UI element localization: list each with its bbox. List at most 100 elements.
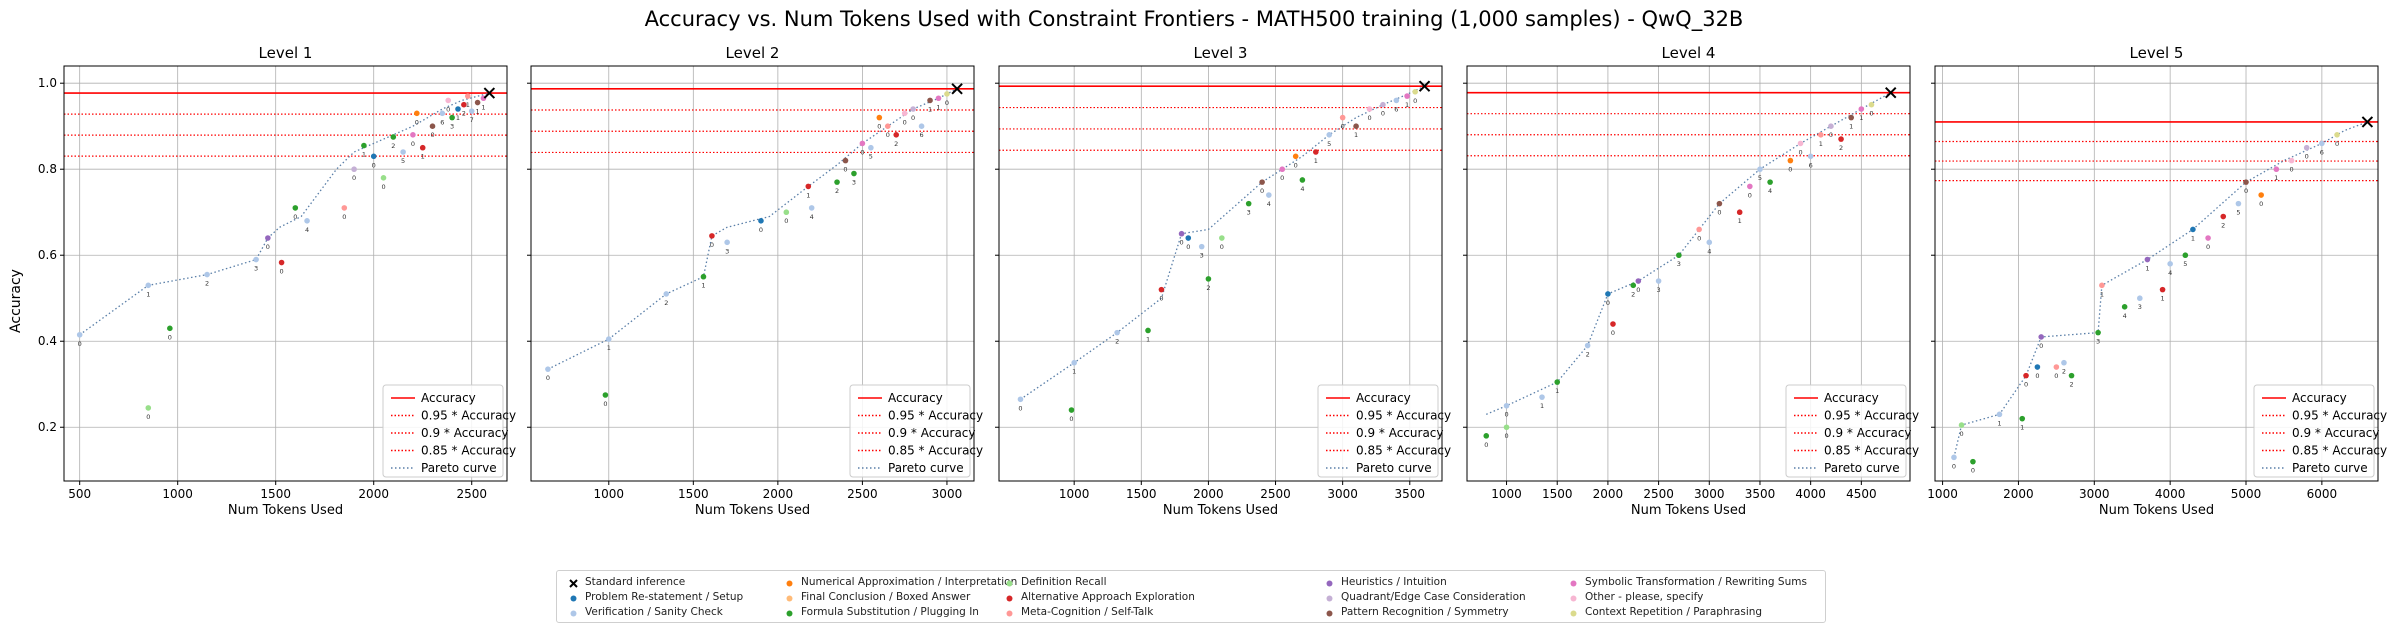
point-label: 1 <box>1849 123 1853 131</box>
data-point <box>1503 402 1510 409</box>
data-point <box>1951 454 1957 461</box>
data-point <box>2034 364 2041 370</box>
data-point <box>893 132 900 138</box>
point-label: 0 <box>1959 430 1963 438</box>
panel-legend-box <box>1785 384 1907 478</box>
point-label: 2 <box>2221 222 2225 230</box>
data-point <box>370 153 377 160</box>
panel-legend-label: Accuracy <box>1356 391 1411 405</box>
data-point <box>1380 101 1386 108</box>
panel-title: Level 1 <box>259 44 313 62</box>
point-label: 1 <box>928 105 932 113</box>
pareto-curve <box>1953 121 2368 458</box>
data-point <box>1017 396 1024 403</box>
panel-legend-label: 0.95 * Accuracy <box>888 409 983 423</box>
data-point <box>1747 183 1753 190</box>
data-point <box>464 93 471 99</box>
point-label: 0 <box>2305 153 2309 161</box>
x-tick-label: 2000 <box>358 487 389 501</box>
data-point <box>1393 97 1400 104</box>
data-point <box>1366 106 1373 112</box>
legend-item: Alternative Approach Exploration <box>1003 590 1195 605</box>
standard-inference-marker <box>2361 116 2374 128</box>
point-label: 0 <box>78 340 82 348</box>
point-label: 0 <box>759 226 763 234</box>
data-point <box>2243 179 2249 185</box>
data-point <box>2167 261 2173 267</box>
x-tick-label: 3000 <box>2079 487 2110 501</box>
data-point <box>2182 252 2189 259</box>
data-point <box>2190 226 2196 233</box>
x-tick-label: 4500 <box>1846 487 1877 501</box>
figure-title: Accuracy vs. Num Tokens Used with Constr… <box>645 7 1744 32</box>
point-label: 0 <box>1952 462 1956 470</box>
legend-item: Quadrant/Edge Case Consideration <box>1323 590 1526 605</box>
x-tick-label: 3000 <box>1327 487 1358 501</box>
data-point <box>927 97 933 104</box>
data-point <box>1339 114 1346 121</box>
legend-item-label: Definition Recall <box>1021 576 1107 588</box>
data-point <box>901 110 908 117</box>
panel-title: Level 5 <box>2130 44 2184 62</box>
x-tick-label: 3000 <box>1694 487 1725 501</box>
x-tick-label: 2000 <box>763 487 794 501</box>
legend-item: Formula Substitution / Plugging In <box>783 605 1017 620</box>
point-label: 1 <box>1354 131 1358 139</box>
point-label: 1 <box>1072 368 1076 376</box>
legend-item: Verification / Sanity Check <box>567 605 743 620</box>
data-point <box>2235 200 2242 207</box>
data-point <box>2303 144 2310 151</box>
data-point <box>1245 200 1252 207</box>
data-point <box>1259 179 1265 185</box>
point-label: 0 <box>784 217 788 225</box>
data-point <box>700 273 707 280</box>
point-label: 0 <box>146 413 150 421</box>
data-point <box>445 97 451 104</box>
data-point <box>1299 177 1306 183</box>
point-label: 1 <box>1859 114 1863 122</box>
point-label: 1 <box>1146 335 1150 343</box>
data-point <box>1326 132 1333 138</box>
point-label: 4 <box>1768 187 1772 195</box>
data-point <box>1716 200 1723 207</box>
point-label: 1 <box>1314 157 1318 165</box>
panel-legend-label: 0.9 * Accuracy <box>1356 426 1444 440</box>
point-label: 0 <box>446 105 450 113</box>
data-point <box>2095 329 2101 336</box>
point-label: 0 <box>2289 166 2293 174</box>
data-point <box>944 91 950 97</box>
data-point <box>1279 166 1286 173</box>
panel-title: Level 4 <box>1662 44 1716 62</box>
point-label: 0 <box>372 161 376 169</box>
y-tick-label: 0.6 <box>38 248 57 262</box>
data-point <box>2061 359 2067 366</box>
data-point <box>2273 166 2280 173</box>
x-tick-label: 2500 <box>456 487 487 501</box>
x-tick-label: 1500 <box>1542 487 1573 501</box>
data-point <box>2053 364 2060 370</box>
data-point <box>1610 321 1616 327</box>
legend-item-label: Heuristics / Intuition <box>1341 576 1447 588</box>
legend-item-label: Meta-Cognition / Self-Talk <box>1021 606 1154 618</box>
point-label: 5 <box>2183 260 2187 268</box>
point-label: 2 <box>664 299 668 307</box>
x-tick-label: 1500 <box>260 487 291 501</box>
point-label: 1 <box>1555 387 1559 395</box>
data-point <box>1539 394 1545 400</box>
data-point <box>805 183 812 190</box>
panel-legend-label: Accuracy <box>421 391 476 405</box>
point-label: 0 <box>266 243 270 251</box>
x-tick-label: 2000 <box>2003 487 2034 501</box>
data-point <box>1787 157 1794 164</box>
point-label: 1 <box>1738 217 1742 225</box>
point-label: 0 <box>411 140 415 148</box>
point-label: 1 <box>466 101 470 109</box>
point-label: 6 <box>1394 105 1398 113</box>
point-label: 0 <box>1294 161 1298 169</box>
point-label: 6 <box>1809 161 1813 169</box>
legend-item: Context Repetition / Paraphrasing <box>1567 605 1807 620</box>
y-tick-label: 0.8 <box>38 162 57 176</box>
panel-frame <box>63 65 508 482</box>
point-label: 4 <box>2168 269 2172 277</box>
